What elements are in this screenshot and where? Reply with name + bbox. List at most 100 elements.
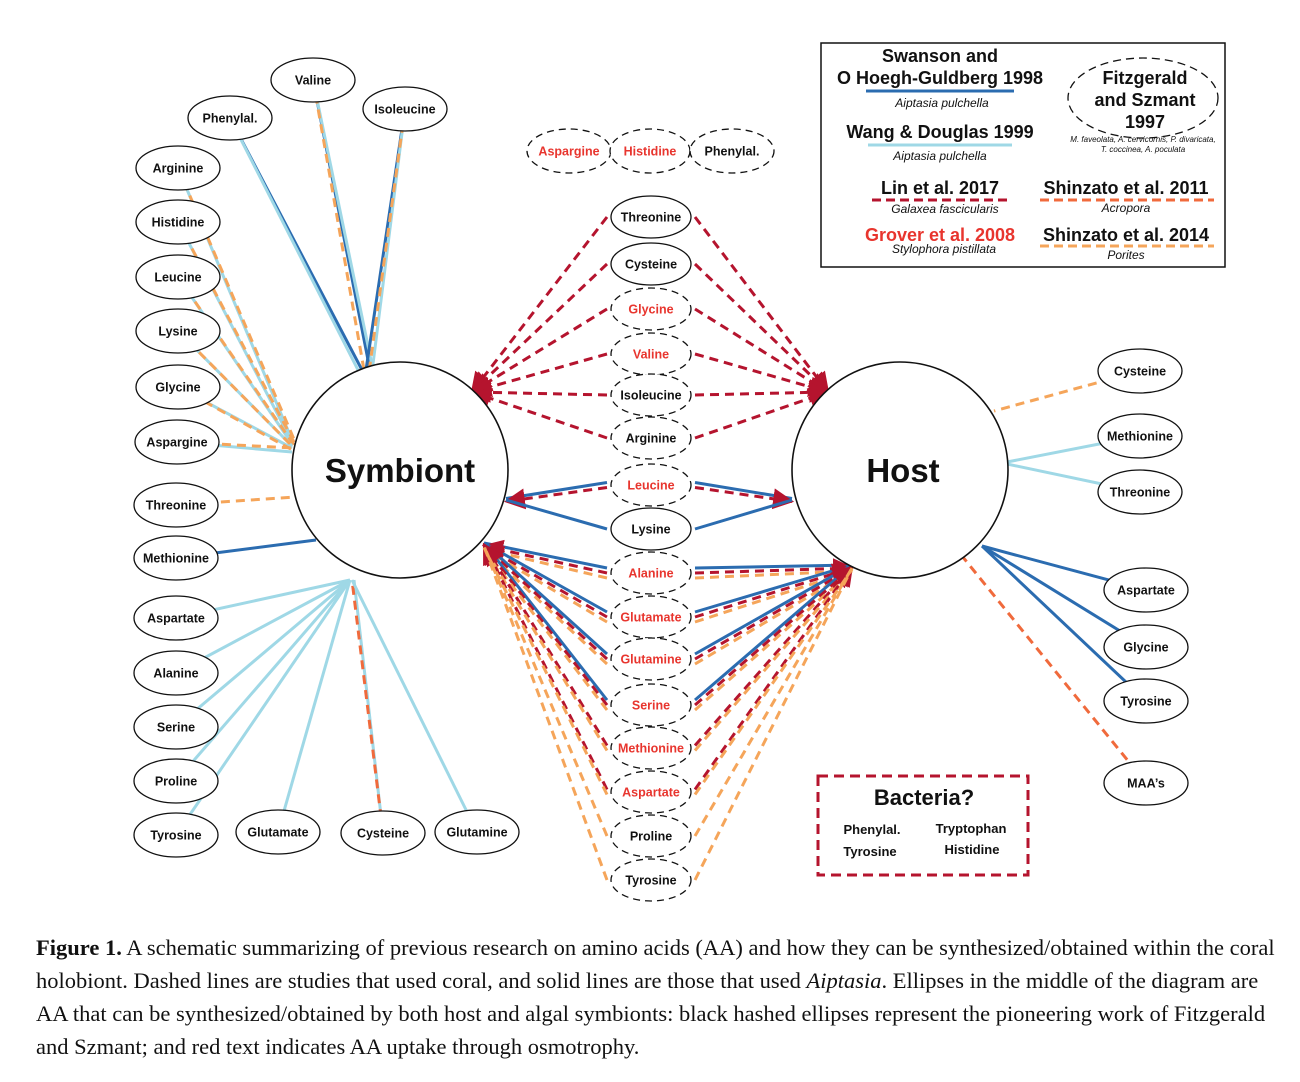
host-label: Host (866, 452, 939, 489)
node-label: Threonine (1110, 486, 1170, 500)
middle-edge-left (470, 262, 609, 394)
top-dashed-aa-node: Histidine (609, 128, 691, 174)
middle-edge-left (469, 352, 608, 397)
bacteria-title: Bacteria? (874, 785, 974, 810)
legend-shinzato2014-title: Shinzato et al. 2014 (1043, 225, 1209, 245)
legend-lin-title: Lin et al. 2017 (881, 178, 999, 198)
shared-aa-node: Methionine (610, 726, 692, 770)
node-ellipse (133, 482, 219, 528)
middle-edge-left (482, 546, 609, 752)
node-ellipse (135, 199, 221, 245)
middle-edge-right (694, 558, 855, 580)
bacteria-item: Histidine (945, 842, 1000, 857)
legend-fitzgerald-title-2: and Szmant (1094, 90, 1195, 110)
shared-aa-node: Glycine (610, 287, 692, 331)
legend-shinzato2011-title: Shinzato et al. 2011 (1043, 178, 1208, 198)
node-ellipse (1103, 760, 1189, 806)
node-label: Cysteine (625, 258, 677, 272)
node-label: Leucine (627, 479, 674, 493)
shared-aa-node: Leucine (610, 463, 692, 507)
legend-fitzgerald-ellipse (1067, 57, 1219, 139)
node-ellipse (610, 637, 692, 681)
node-label: Aspartate (622, 786, 680, 800)
symbiont-aa-node: Isoleucine (362, 86, 448, 132)
middle-edge-right (693, 567, 854, 837)
node-label: Aspartate (1117, 584, 1175, 598)
node-ellipse (133, 704, 219, 750)
node-ellipse (1103, 567, 1189, 613)
node-ellipse (610, 287, 692, 331)
middle-edge-left (470, 216, 609, 394)
middle-edge-right (693, 564, 854, 747)
symbiont-aa-node: Leucine (135, 254, 221, 300)
host-edge (993, 369, 1141, 413)
middle-edge-left (482, 545, 609, 837)
node-label: Leucine (154, 271, 201, 285)
middle-edge-right (694, 563, 853, 570)
middle-edge-left (481, 539, 608, 575)
node-ellipse (610, 814, 692, 858)
node-ellipse (610, 463, 692, 507)
node-ellipse (610, 242, 692, 286)
node-label: Proline (630, 830, 672, 844)
middle-edge-right (694, 563, 855, 619)
symbiont-edge (350, 579, 479, 833)
symbiont-edge (350, 579, 385, 834)
node-ellipse (1103, 624, 1189, 670)
node-ellipse (1103, 678, 1189, 724)
middle-edge-right (694, 352, 831, 397)
legend-shinzato2011-species: Acropora (1101, 201, 1151, 215)
node-label: Glutamine (446, 826, 507, 840)
middle-edge-right (694, 486, 795, 510)
node-label: MAA’s (1127, 777, 1165, 791)
middle-edge-right (694, 563, 853, 656)
shared-aa-node: Proline (610, 814, 692, 858)
symbiont-edge (370, 108, 407, 373)
shared-aa-node: Arginine (610, 416, 692, 460)
figure-caption: Figure 1. A schematic summarizing of pre… (36, 931, 1286, 1063)
symbiont-aa-node: Glutamate (235, 809, 321, 855)
legend-fitzgerald-title-1: Fitzgerald (1102, 68, 1187, 88)
node-ellipse (135, 308, 221, 354)
shared-aa-node: Isoleucine (610, 373, 692, 417)
symbiont-edge (311, 79, 375, 371)
node-ellipse (610, 858, 692, 902)
caption-text-1: A schematic summarizing of previous rese… (36, 935, 1275, 993)
node-ellipse (133, 758, 219, 804)
bacteria-item: Tryptophan (936, 821, 1007, 836)
middle-edge-left (469, 381, 608, 403)
middle-edge-left (482, 544, 609, 706)
shared-aa-node: Serine (610, 683, 692, 727)
bacteria-box: Bacteria? Phenylal. Tryptophan Tyrosine … (816, 774, 1030, 877)
node-ellipse (135, 254, 221, 300)
symbiont-aa-node: Glycine (135, 364, 221, 410)
node-label: Tyrosine (150, 829, 201, 843)
node-ellipse (434, 809, 520, 855)
node-label: Glutamine (620, 653, 681, 667)
middle-edge-left (482, 546, 609, 796)
middle-edge-right (694, 566, 854, 707)
node-ellipse (270, 57, 356, 103)
host-aa-node: MAA’s (1103, 760, 1189, 806)
node-ellipse (610, 195, 692, 239)
middle-edge-left (482, 544, 609, 661)
legend-lin-species: Galaxea fascicularis (891, 202, 998, 216)
symbiont-aa-node: Arginine (135, 145, 221, 191)
symbiont-aa-node: Cysteine (340, 810, 426, 856)
middle-edge-left (482, 542, 609, 747)
node-label: Cysteine (357, 827, 409, 841)
shared-aa-node: Glutamate (610, 595, 692, 639)
node-ellipse (610, 770, 692, 814)
node-ellipse (135, 145, 221, 191)
symbiont-aa-node: Alanine (133, 650, 219, 696)
shared-aa-node: Glutamine (610, 637, 692, 681)
node-ellipse (689, 128, 775, 174)
symbiont-edge (175, 578, 351, 729)
node-layer: Valine Phenylal. Isoleucine Arginine Histidi… (133, 57, 1189, 902)
shared-aa-node: Aspartate (610, 770, 692, 814)
node-label: Valine (295, 74, 331, 88)
middle-edge-right (693, 262, 830, 394)
middle-edge-left (483, 547, 608, 624)
host-edge (980, 544, 1148, 703)
node-ellipse (340, 810, 426, 856)
